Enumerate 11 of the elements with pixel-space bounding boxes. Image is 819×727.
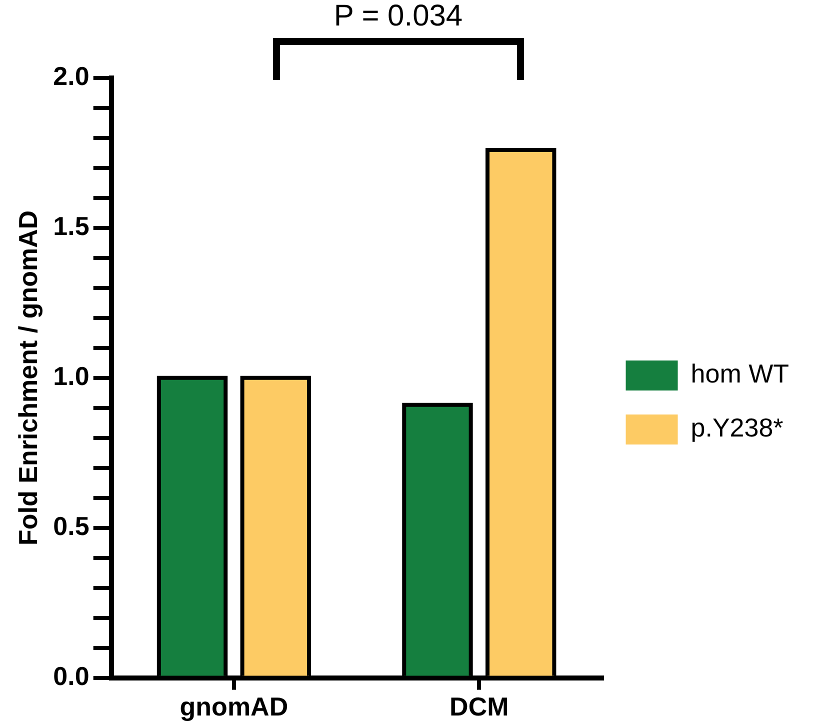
x-tick-label: gnomAD [180, 692, 288, 722]
legend-label: hom WT [690, 358, 790, 389]
x-tick-label: DCM [450, 692, 509, 722]
y-tick-label: 2.0 [53, 61, 90, 92]
y-tick-label: 0.0 [53, 660, 90, 691]
y-tick-label: 0.5 [53, 511, 90, 542]
y-tick-label: 1.5 [53, 211, 90, 242]
text: P = 0.034 [334, 0, 463, 32]
y-axis-title: Fold Enrichment / gnomAD [12, 210, 43, 546]
legend-label: p.Y238* [690, 412, 784, 443]
y-tick-label: 1.0 [53, 361, 90, 392]
